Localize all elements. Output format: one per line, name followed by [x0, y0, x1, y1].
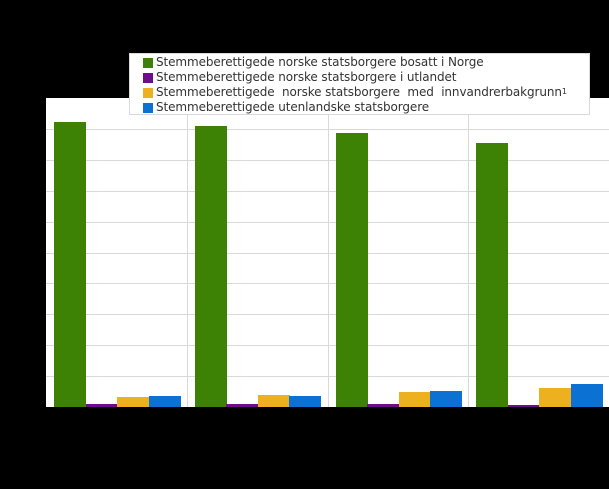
bar[interactable]: [430, 391, 462, 407]
legend-label: Stemmeberettigede utenlandske statsborge…: [156, 100, 430, 114]
gridline-horizontal: [46, 160, 609, 161]
bar[interactable]: [367, 404, 399, 407]
legend-swatch-yellow: [143, 87, 153, 98]
legend-swatch-purple: [143, 72, 153, 83]
gridline-horizontal: [46, 253, 609, 254]
legend-item-i-utlandet[interactable]: Stemmeberettigede norske statsborgere i …: [143, 70, 589, 85]
gridline-vertical: [187, 98, 188, 407]
bar[interactable]: [258, 395, 290, 407]
bar[interactable]: [539, 388, 571, 407]
gridline-horizontal: [46, 129, 609, 130]
bar[interactable]: [336, 133, 368, 407]
bar[interactable]: [508, 405, 540, 407]
gridline-vertical: [328, 98, 329, 407]
bar[interactable]: [571, 384, 603, 407]
gridline-horizontal: [46, 314, 609, 315]
bar[interactable]: [289, 396, 321, 407]
legend-item-utenlandske[interactable]: Stemmeberettigede utenlandske statsborge…: [143, 100, 589, 115]
gridline-horizontal: [46, 345, 609, 346]
bar[interactable]: [226, 404, 258, 407]
legend-item-bosatt-i-norge[interactable]: Stemmeberettigede norske statsborgere bo…: [143, 55, 589, 70]
legend-swatch-blue: [143, 102, 153, 113]
gridline-horizontal: [46, 222, 609, 223]
bar[interactable]: [86, 404, 118, 407]
plot-area: [46, 98, 609, 407]
gridline-horizontal: [46, 283, 609, 284]
bar[interactable]: [399, 392, 431, 407]
legend-label: Stemmeberettigede norske statsborgere i …: [156, 70, 457, 84]
gridline-vertical: [468, 98, 469, 407]
bar[interactable]: [476, 143, 508, 407]
gridline-horizontal: [46, 191, 609, 192]
bar[interactable]: [149, 396, 181, 407]
bar[interactable]: [117, 397, 149, 407]
gridline-horizontal: [46, 376, 609, 377]
bar[interactable]: [195, 126, 227, 407]
legend-label: Stemmeberettigede norske statsborgere bo…: [156, 55, 484, 69]
legend: Stemmeberettigede norske statsborgere bo…: [129, 53, 590, 115]
bar[interactable]: [54, 122, 86, 407]
legend-item-innvandrerbakgrunn[interactable]: Stemmeberettigede norske statsborgere me…: [143, 85, 589, 100]
legend-swatch-green: [143, 57, 153, 68]
legend-label: Stemmeberettigede norske statsborgere me…: [156, 85, 562, 99]
